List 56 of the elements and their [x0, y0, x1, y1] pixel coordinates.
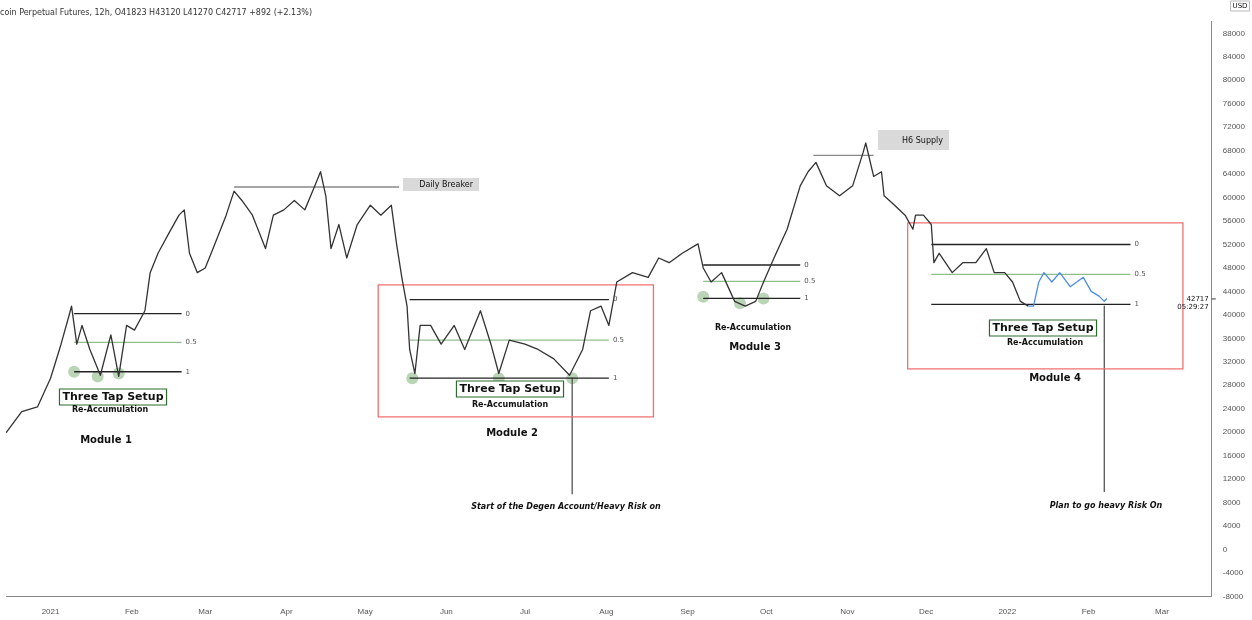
y-tick-label: -8000 — [1222, 591, 1244, 601]
label-box: H6 Supply — [878, 130, 949, 150]
y-tick-label: 12000 — [1222, 474, 1246, 484]
annotation: Start of the Degen Account/Heavy Risk on — [471, 502, 662, 512]
y-tick-label: 80000 — [1222, 75, 1246, 85]
label-box: Daily Breaker — [403, 178, 479, 191]
annotation: Re-Accumulation — [1006, 338, 1084, 348]
annotation: Module 4 — [1029, 371, 1081, 383]
y-tick-label: 40000 — [1222, 310, 1246, 320]
x-tick-label: Feb — [1081, 607, 1096, 617]
annotation: Module 2 — [486, 426, 538, 438]
annotation: Plan to go heavy Risk On — [1049, 501, 1163, 511]
annotation: Module 1 — [80, 433, 132, 445]
y-tick-label: 48000 — [1222, 263, 1246, 273]
x-tick-label: Mar — [1155, 607, 1170, 617]
annotation: Re-Accumulation — [714, 323, 792, 333]
y-tick-label: -4000 — [1222, 568, 1244, 578]
y-tick-label: 32000 — [1222, 356, 1246, 366]
x-tick-label: Mar — [198, 607, 213, 617]
y-tick-label: 20000 — [1222, 427, 1246, 437]
chart-title: coin Perpetual Futures, 12h, O41823 H43120 L41270 C42717 +892 (+2.13%) — [0, 7, 313, 17]
x-tick-label: Oct — [759, 607, 774, 617]
y-tick-label: 60000 — [1222, 192, 1246, 202]
y-tick-label: 4000 — [1222, 521, 1242, 531]
y-tick-label: 28000 — [1222, 380, 1246, 390]
x-tick-label: Jun — [439, 607, 453, 617]
y-tick-label: 36000 — [1222, 333, 1246, 343]
y-tick-label: 24000 — [1222, 403, 1246, 413]
y-tick-label: 0 — [1222, 544, 1228, 554]
x-tick-label: Jul — [519, 607, 531, 617]
y-tick-label: 72000 — [1222, 122, 1246, 132]
y-tick-label: 16000 — [1222, 450, 1246, 460]
annotation: Module 3 — [729, 340, 781, 352]
annotation: Three Tap Setup — [992, 320, 1094, 334]
x-tick-label: Dec — [918, 607, 934, 617]
x-tick-label: Sep — [680, 607, 696, 617]
x-tick-label: 2022 — [998, 607, 1017, 617]
x-tick-label: Feb — [124, 607, 140, 617]
x-tick-label: Apr — [280, 607, 294, 617]
annotation: Re-Accumulation — [471, 400, 549, 410]
x-tick-label: 2021 — [41, 607, 61, 617]
y-tick-label: 8000 — [1222, 497, 1242, 507]
x-tick-label: Nov — [840, 607, 855, 617]
y-tick-label: 64000 — [1222, 169, 1246, 179]
x-tick-label: Aug — [599, 607, 614, 617]
y-tick-label: 68000 — [1222, 145, 1246, 155]
y-tick-label: 56000 — [1222, 216, 1246, 226]
y-tick-label: 84000 — [1222, 51, 1246, 61]
y-tick-label: 76000 — [1222, 98, 1246, 108]
y-tick-label: 88000 — [1222, 28, 1246, 38]
annotation: Re-Accumulation — [71, 405, 149, 415]
annotation: Three Tap Setup — [459, 381, 561, 395]
annotation: Three Tap Setup — [62, 389, 164, 403]
x-tick-label: May — [357, 607, 373, 617]
y-tick-label: 52000 — [1222, 239, 1246, 249]
y-tick-label: 44000 — [1222, 286, 1246, 296]
